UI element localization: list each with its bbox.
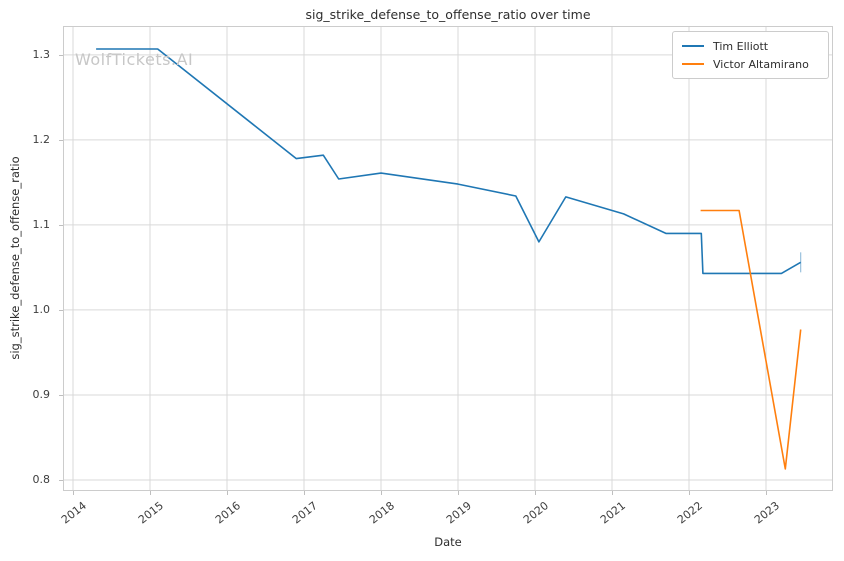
y-tick-label: 0.9 xyxy=(32,387,51,401)
legend-line-swatch-blue xyxy=(682,45,704,47)
x-tick-mark xyxy=(458,491,459,495)
x-tick-mark xyxy=(612,491,613,495)
plot-border xyxy=(63,26,833,491)
x-tick-label: 2020 xyxy=(520,499,552,527)
x-tick-mark xyxy=(381,491,382,495)
y-tick-label: 1.1 xyxy=(32,217,51,231)
x-tick-label: 2015 xyxy=(135,499,167,527)
chart-title: sig_strike_defense_to_offense_ratio over… xyxy=(305,7,591,22)
x-tick-mark xyxy=(227,491,228,495)
y-tick-label: 1.2 xyxy=(32,132,51,146)
y-tick-mark xyxy=(59,479,63,481)
y-tick-label: 1.0 xyxy=(32,302,51,316)
y-axis-label: sig_strike_defense_to_offense_ratio xyxy=(8,156,22,360)
legend-line-swatch-orange xyxy=(682,63,704,65)
series-line-victor-altamirano xyxy=(700,209,802,470)
y-tick-label: 0.8 xyxy=(32,472,51,486)
x-tick-mark xyxy=(73,491,74,495)
x-tick-mark xyxy=(766,491,767,495)
x-tick-mark xyxy=(535,491,536,495)
series-line-tim-elliott xyxy=(96,48,802,275)
y-tick-mark xyxy=(59,309,63,311)
plot-area xyxy=(63,26,833,491)
x-tick-label: 2019 xyxy=(443,499,475,527)
x-axis-label: Date xyxy=(434,535,462,549)
y-tick-mark xyxy=(59,224,63,226)
x-tick-mark xyxy=(689,491,690,495)
x-tick-label: 2016 xyxy=(212,499,244,527)
legend: Tim Elliott Victor Altamirano xyxy=(672,31,829,79)
x-tick-label: 2023 xyxy=(751,499,783,527)
legend-item-tim-elliott: Tim Elliott xyxy=(682,37,819,55)
legend-item-victor-altamirano: Victor Altamirano xyxy=(682,55,819,73)
y-tick-mark xyxy=(59,54,63,56)
legend-label: Victor Altamirano xyxy=(713,57,809,71)
x-tick-label: 2017 xyxy=(289,499,321,527)
x-tick-label: 2022 xyxy=(674,499,706,527)
y-tick-mark xyxy=(59,139,63,141)
y-tick-label: 1.3 xyxy=(32,47,51,61)
legend-label: Tim Elliott xyxy=(713,39,769,53)
x-tick-mark xyxy=(304,491,305,495)
x-tick-label: 2014 xyxy=(58,499,90,527)
x-tick-mark xyxy=(150,491,151,495)
x-tick-label: 2018 xyxy=(366,499,398,527)
line-chart-canvas xyxy=(63,26,833,491)
x-tick-label: 2021 xyxy=(597,499,629,527)
y-tick-mark xyxy=(59,394,63,396)
watermark: WolfTickets.AI xyxy=(75,50,194,69)
